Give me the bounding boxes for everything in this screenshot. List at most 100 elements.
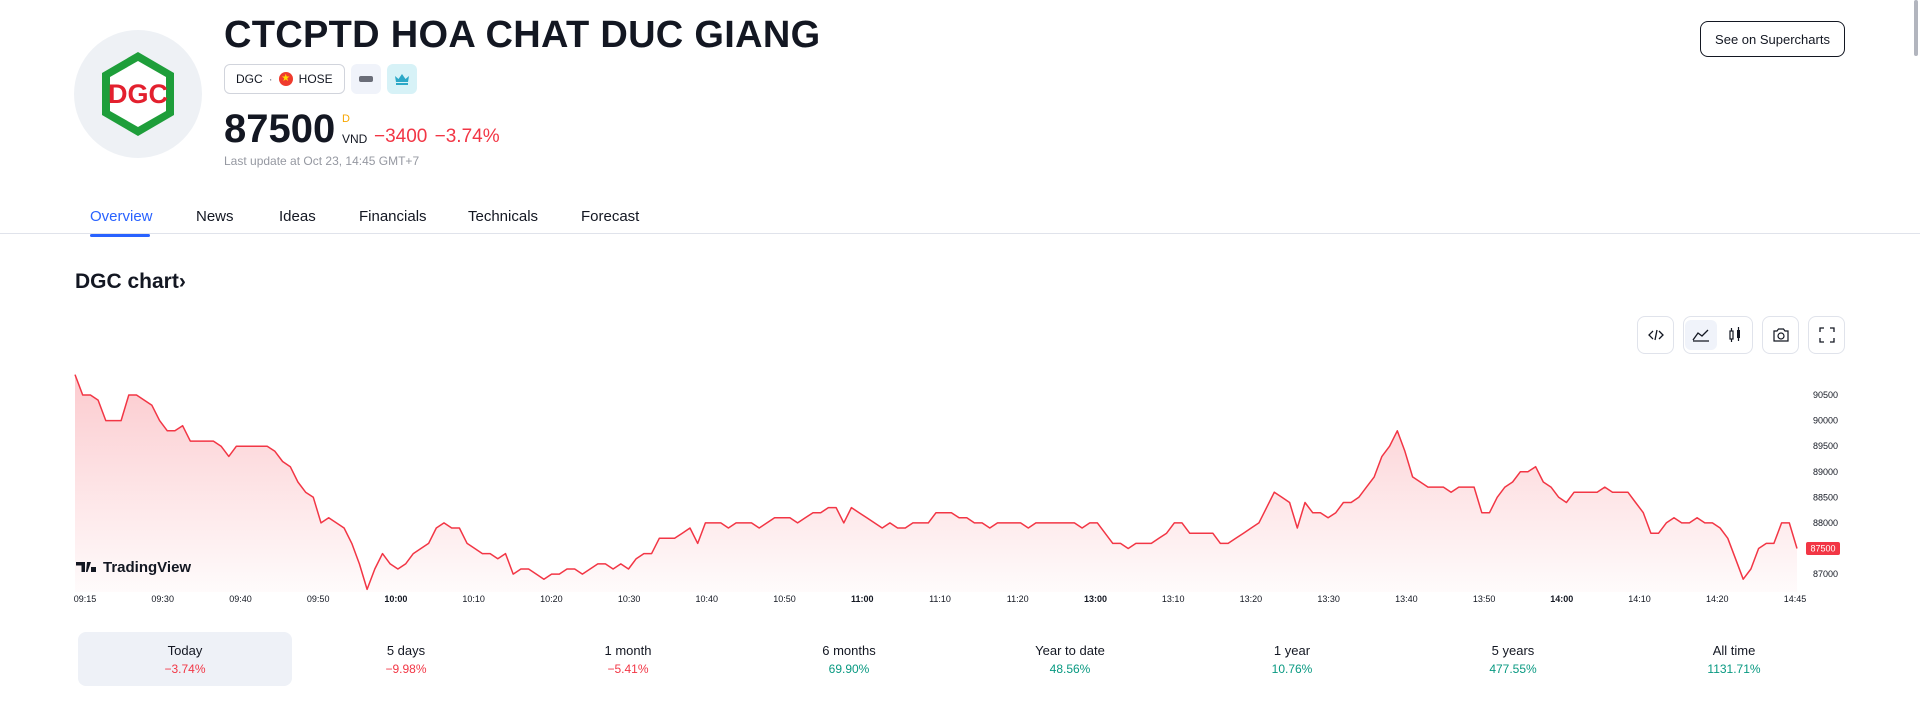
see-on-supercharts-button[interactable]: See on Supercharts [1700,21,1845,57]
tab-technicals[interactable]: Technicals [468,208,539,225]
range-1-year[interactable]: 1 year 10.76% [1185,632,1399,686]
x-tick-label: 14:10 [1628,594,1651,604]
x-axis: 09:15 09:30 09:40 09:50 10:00 10:10 10:20 10:30… [74,594,1807,604]
tab-news[interactable]: News [196,208,234,225]
company-name: CTCPTD HOA CHAT DUC GIANG [224,14,821,56]
x-tick-label: 09:40 [229,594,252,604]
x-tick-label: 09:30 [151,594,174,604]
y-tick-label: 89000 [1813,467,1838,477]
symbol-label: DGC [236,72,263,86]
y-tick-label: 89500 [1813,441,1838,451]
range-all-time[interactable]: All time 1131.71% [1627,632,1841,686]
x-tick-label: 13:50 [1473,594,1496,604]
tabs-divider [0,233,1920,234]
last-price: 87500 [224,107,336,151]
range-change: 10.76% [1271,662,1313,676]
range-1-month[interactable]: 1 month −5.41% [521,632,735,686]
range-label: All time [1712,643,1756,658]
y-tick-label: 90500 [1813,390,1838,400]
x-tick-label: 10:20 [540,594,563,604]
symbol-exchange-badge[interactable]: DGC · ★ HOSE [224,64,345,94]
chart-heading-text: DGC chart [75,270,179,293]
x-tick-label: 13:30 [1317,594,1340,604]
symbol-badges: DGC · ★ HOSE [224,64,417,94]
area-chart-icon[interactable] [1685,320,1717,350]
fullscreen-icon[interactable] [1810,320,1843,350]
camera-icon[interactable] [1764,320,1797,350]
range-label: 5 days [386,643,426,658]
x-tick-label: 11:20 [1007,594,1029,604]
x-tick-label: 10:40 [696,594,719,604]
range-5-days[interactable]: 5 days −9.98% [299,632,513,686]
price-chart[interactable]: 90500 90000 89500 89000 88500 88000 87500 87000… [0,360,1920,610]
tab-forecast[interactable]: Forecast [581,208,640,225]
exchange-label: HOSE [298,72,333,86]
tab-overview[interactable]: Overview [90,208,153,225]
price-change: −3400 −3.74% [374,126,500,147]
price-series-line [74,374,1798,591]
range-change: −9.98% [385,662,427,676]
x-tick-label: 09:50 [307,594,330,604]
chart-heading-link[interactable]: DGC chart› [75,270,186,294]
page-scrollbar[interactable] [1914,0,1918,56]
x-tick-label: 14:20 [1706,594,1729,604]
x-tick-label: 14:45 [1784,594,1807,604]
tradingview-logo-icon [76,562,96,572]
logo-text: DGC [108,79,168,109]
range-5-years[interactable]: 5 years 477.55% [1406,632,1620,686]
range-change: 1131.71% [1707,662,1761,676]
range-label: Year to date [1035,643,1105,658]
crown-icon[interactable] [386,64,417,94]
x-tick-label: 13:10 [1162,594,1185,604]
range-label: 1 year [1273,643,1311,658]
x-tick-label: 10:00 [384,594,407,604]
company-logo: DGC [74,30,202,158]
x-tick-label: 09:15 [74,594,97,604]
x-tick-label: 10:50 [773,594,796,604]
embed-toolbar-group [1637,316,1674,354]
separator-dot: · [268,72,273,86]
range-label: 5 years [1491,643,1535,658]
x-tick-label: 11:10 [929,594,951,604]
tab-financials[interactable]: Financials [359,208,427,225]
range-6-months[interactable]: 6 months 69.90% [742,632,956,686]
vietnam-flag-icon: ★ [278,72,293,86]
range-change: −3.74% [164,662,206,676]
range-change: 69.90% [828,662,870,676]
last-price-label: 87500 [1810,544,1835,554]
y-tick-label: 90000 [1813,416,1838,426]
x-tick-label: 13:20 [1240,594,1263,604]
y-tick-label: 88000 [1813,518,1838,528]
range-selector: Today −3.74% 5 days −9.98% 1 month −5.41… [78,632,1854,686]
candles-icon[interactable] [1719,320,1751,350]
price-area-fill [75,374,1797,592]
active-tab-indicator [90,234,150,237]
price-flag: D [342,113,350,125]
last-price-marker: 87500 [1806,542,1840,555]
snapshot-toolbar-group [1762,316,1799,354]
range-label: Today [167,643,203,658]
x-tick-label: 13:00 [1084,594,1107,604]
range-label: 1 month [604,643,652,658]
x-tick-label: 14:00 [1550,594,1573,604]
chevron-right-icon: › [178,270,186,293]
range-year-to-date[interactable]: Year to date 48.56% [963,632,1177,686]
fullscreen-toolbar-group [1808,316,1845,354]
tab-ideas[interactable]: Ideas [279,208,316,225]
y-tick-label: 88500 [1813,492,1838,502]
chart-style-toolbar-group [1683,316,1753,354]
minus-badge-icon[interactable] [350,64,381,94]
last-price-label-bg [1806,542,1840,555]
embed-code-icon[interactable] [1639,320,1672,350]
tradingview-watermark[interactable]: TradingView [76,559,191,576]
tradingview-label: TradingView [103,559,191,576]
range-today[interactable]: Today −3.74% [78,632,292,686]
x-tick-label: 11:00 [851,594,874,604]
currency-label: VND [342,132,368,146]
range-change: 48.56% [1049,662,1091,676]
range-change: 477.55% [1489,662,1537,676]
range-label: 6 months [822,643,876,658]
x-tick-label: 10:10 [462,594,485,604]
x-tick-label: 10:30 [618,594,641,604]
x-tick-label: 13:40 [1395,594,1418,604]
